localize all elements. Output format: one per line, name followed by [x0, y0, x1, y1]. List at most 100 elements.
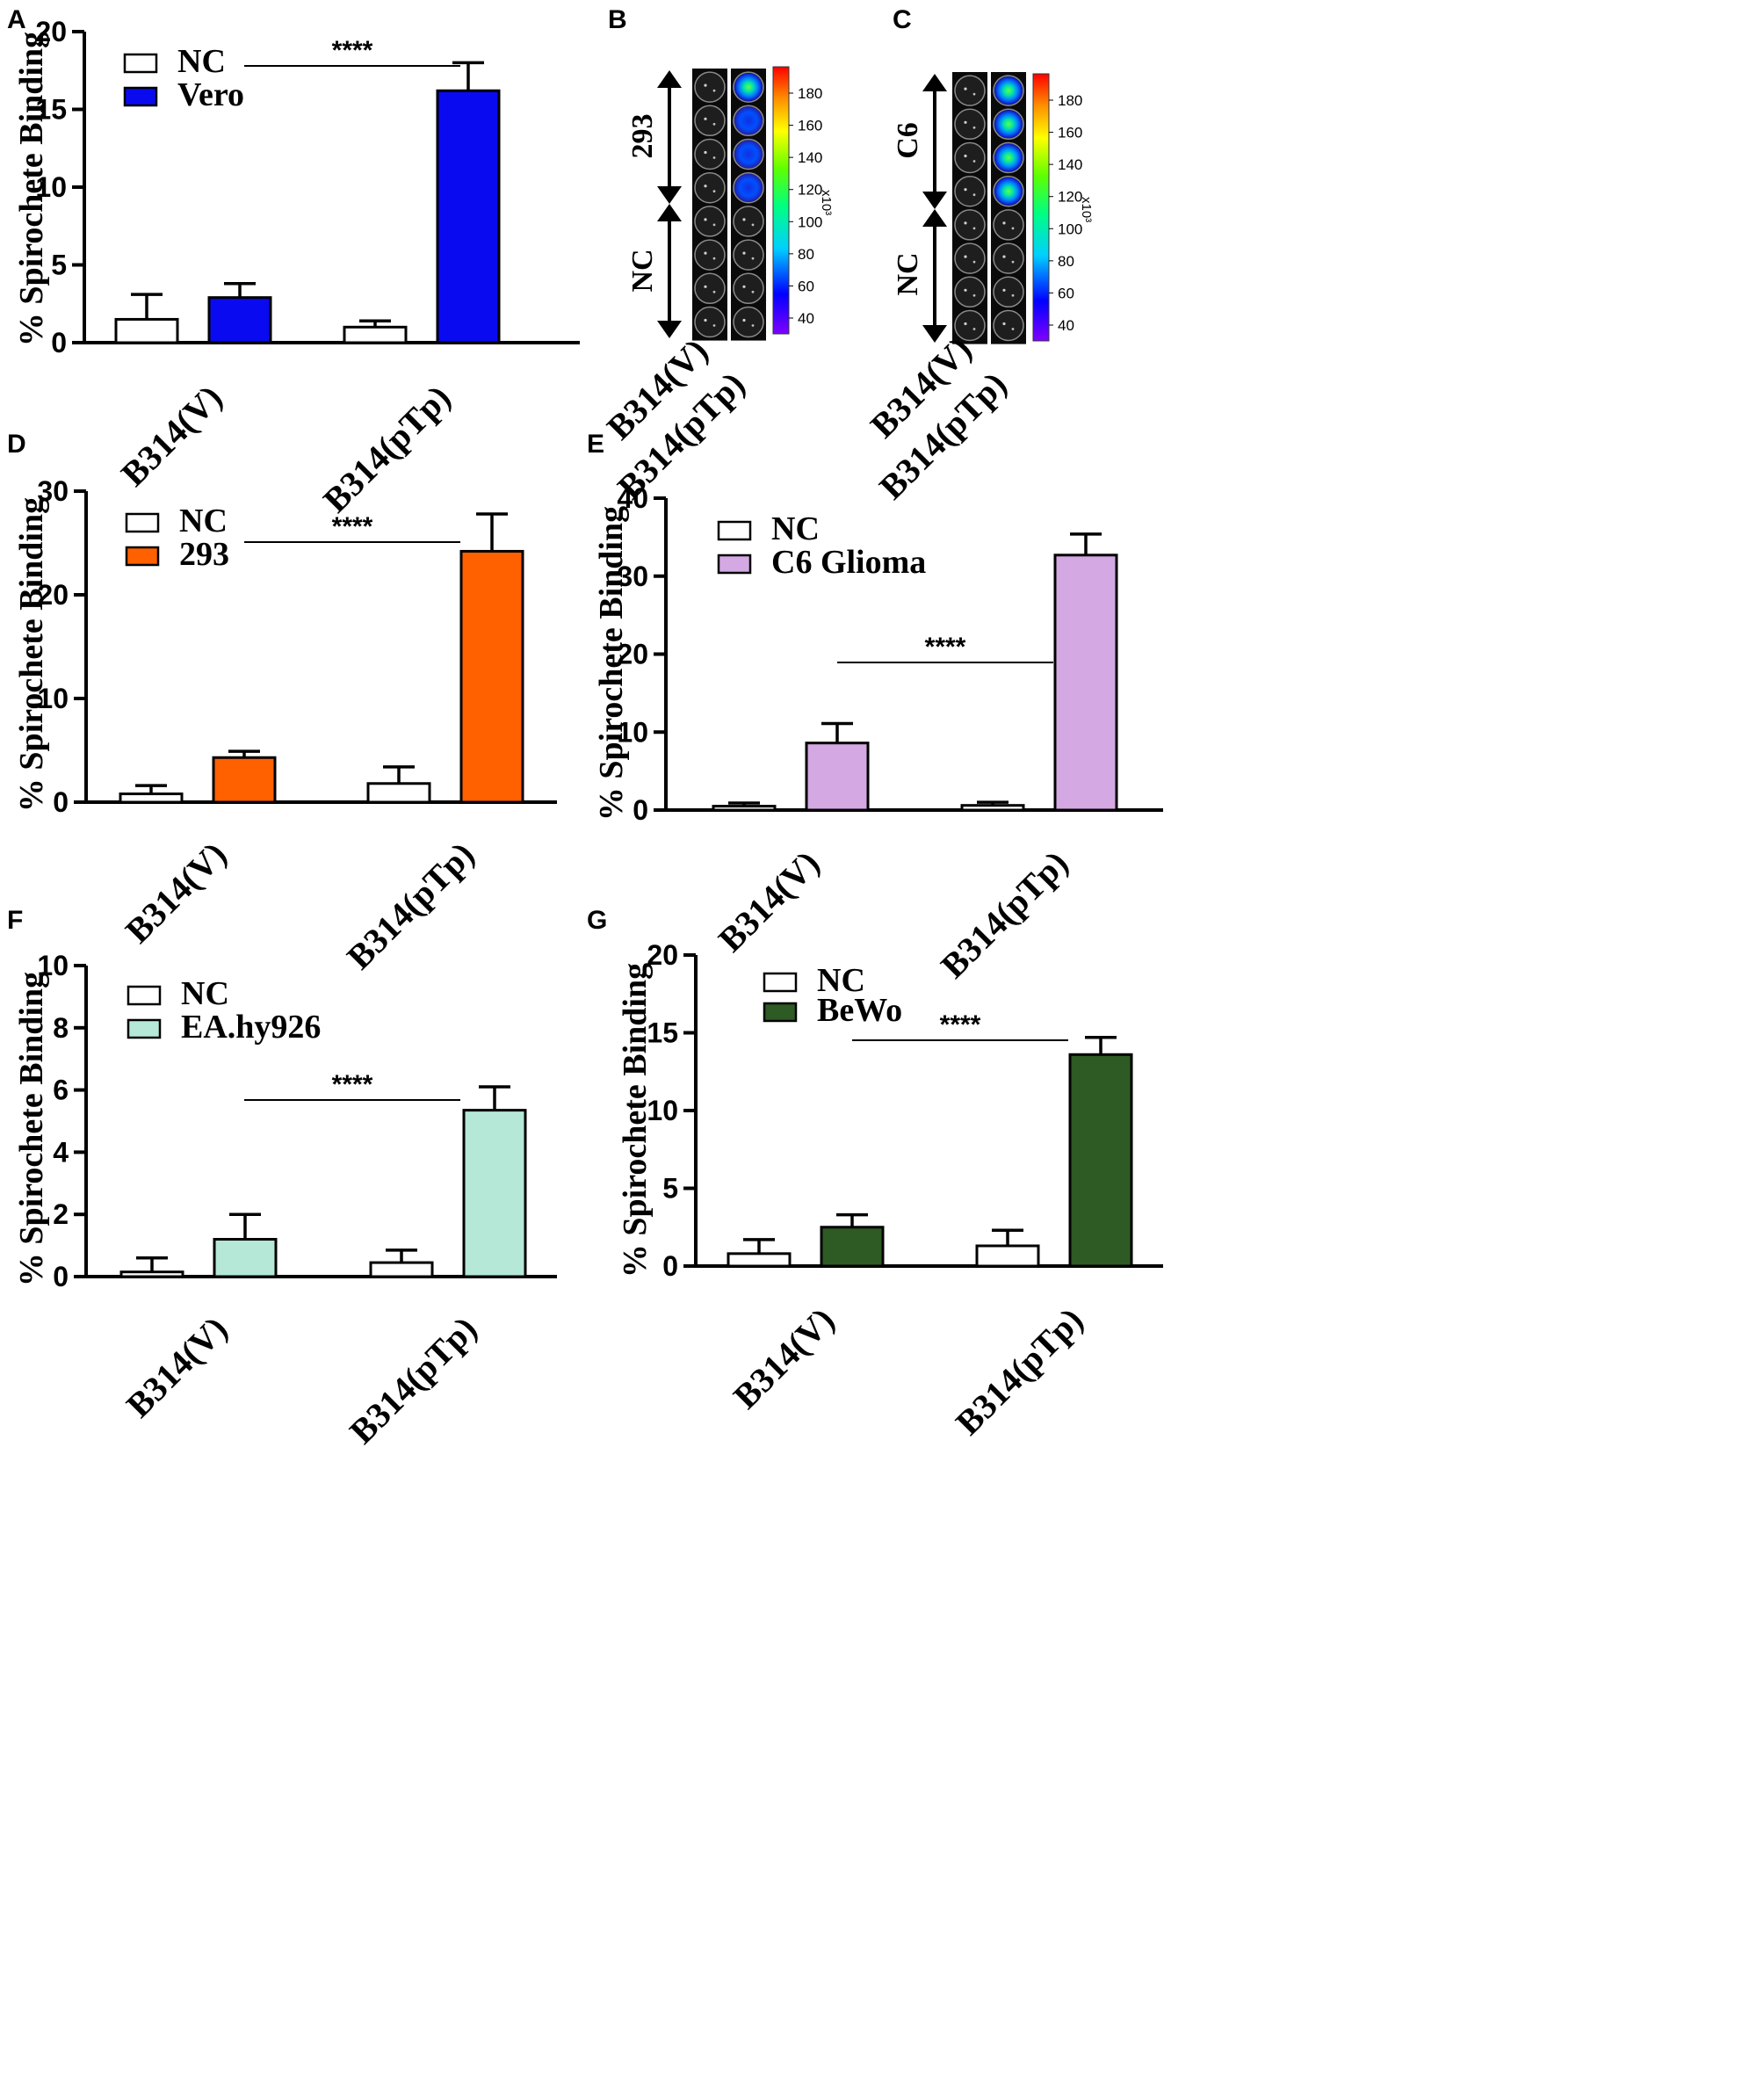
group-label-top: C6	[892, 122, 924, 159]
arrow-head	[657, 70, 682, 88]
y-tick-label: 2	[53, 1198, 69, 1230]
plate-well	[733, 239, 764, 271]
legend-label: 293	[179, 536, 229, 573]
plate-well	[993, 242, 1024, 274]
y-axis-title: % Spirochete Binding	[13, 972, 50, 1286]
y-axis-title: % Spirochete Binding	[13, 32, 50, 346]
well-speck	[742, 218, 746, 221]
bar-nc	[119, 1270, 184, 1278]
well-speck	[704, 318, 707, 322]
well-speck	[1011, 293, 1015, 297]
panel-letter: B	[608, 5, 627, 34]
plate-well	[733, 272, 764, 305]
well-speck	[712, 290, 716, 293]
colorbar-tick-label: 160	[1058, 125, 1082, 141]
colorbar-tick-label: 100	[798, 213, 822, 230]
y-tick-label: 10	[37, 683, 69, 714]
well-speck	[712, 156, 716, 159]
x-category-label: B314(V)	[119, 1309, 235, 1425]
plate-well	[694, 71, 726, 103]
well-speck	[964, 154, 967, 158]
panel-letter: G	[587, 906, 607, 935]
bar-nc	[343, 325, 408, 344]
legend-swatch	[717, 554, 752, 575]
colorbar-tick-label: 80	[798, 246, 814, 263]
y-tick-label: 20	[647, 939, 678, 971]
y-tick-label: 5	[51, 250, 67, 281]
colorbar-tick-label: 40	[798, 310, 814, 327]
bar-vero	[207, 296, 272, 344]
well-speck	[972, 328, 976, 330]
luminescence-signal	[994, 110, 1023, 139]
plate-well	[993, 309, 1024, 342]
legend-label: NC	[177, 43, 226, 80]
well-speck	[964, 188, 967, 192]
significance-label: ****	[332, 36, 373, 65]
y-tick-label: 6	[53, 1075, 69, 1106]
plate-well	[993, 276, 1024, 308]
colorbar-tick-label: 180	[1058, 92, 1082, 109]
legend-label: NC	[771, 510, 820, 547]
y-tick-label: 10	[35, 171, 67, 203]
x-category-label: B314(V)	[726, 1300, 842, 1416]
luminescence-signal	[994, 143, 1023, 172]
bar-ea-hy926	[462, 1109, 527, 1278]
y-tick-label: 4	[53, 1136, 69, 1168]
well-speck	[972, 193, 976, 197]
y-axis-title: % Spirochete Binding	[593, 506, 630, 821]
plate-well	[954, 108, 986, 141]
plate-well	[954, 309, 986, 342]
plate-well	[694, 239, 726, 271]
arrow-head	[922, 192, 947, 209]
plate-well	[694, 138, 726, 170]
y-tick-label: 10	[647, 1095, 678, 1126]
y-tick-label: 15	[35, 94, 67, 126]
luminescence-signal	[734, 73, 763, 102]
plate-well	[733, 206, 764, 237]
group-label-top: 293	[626, 114, 659, 159]
well-speck	[1002, 255, 1006, 258]
arrow-head	[657, 321, 682, 338]
plate-well	[694, 105, 726, 137]
bar-nc	[975, 1244, 1040, 1268]
colorbar-tick-label: 60	[1058, 285, 1074, 301]
bar-bewo	[1068, 1053, 1133, 1268]
bar-nc	[114, 317, 179, 344]
plate-well	[954, 276, 986, 308]
legend-swatch	[123, 86, 158, 107]
well-speck	[964, 120, 967, 124]
well-speck	[972, 260, 976, 264]
plate-well	[954, 242, 986, 274]
panel-letter: A	[7, 5, 26, 34]
colorbar-tick-label: 60	[798, 278, 814, 294]
y-axis-title: % Spirochete Binding	[617, 963, 654, 1277]
bar-nc	[712, 805, 777, 812]
y-axis-title: % Spirochete Binding	[13, 497, 50, 812]
bar-c6-glioma	[805, 742, 870, 812]
well-speck	[1011, 227, 1015, 230]
plate-well	[954, 209, 986, 241]
colorbar-tick-label: 40	[1058, 317, 1074, 334]
y-tick-label: 10	[37, 950, 69, 981]
x-category-label: B314(V)	[711, 843, 827, 959]
bar-c6-glioma	[1053, 554, 1118, 812]
legend-label: NC	[817, 962, 865, 999]
well-speck	[751, 324, 755, 327]
well-speck	[742, 251, 746, 255]
bar-nc	[727, 1252, 792, 1268]
colorbar-unit: x10³	[1079, 197, 1094, 222]
bar-nc	[119, 792, 184, 804]
colorbar-tick-label: 100	[1058, 221, 1082, 237]
arrow-head	[922, 325, 947, 343]
imaging-panel-B: B293NC180160140120100806040x10³B314(V)B3…	[599, 5, 834, 507]
plate-well	[954, 175, 986, 207]
well-speck	[964, 288, 967, 292]
legend-swatch	[127, 985, 162, 1006]
y-tick-label: 20	[617, 639, 648, 670]
well-speck	[1002, 288, 1006, 292]
legend-label: C6 Glioma	[771, 544, 926, 581]
arrow-head	[657, 204, 682, 221]
well-speck	[964, 255, 967, 258]
colorbar-tick-label: 120	[1058, 189, 1082, 206]
colorbar-tick-label: 80	[1058, 253, 1074, 270]
